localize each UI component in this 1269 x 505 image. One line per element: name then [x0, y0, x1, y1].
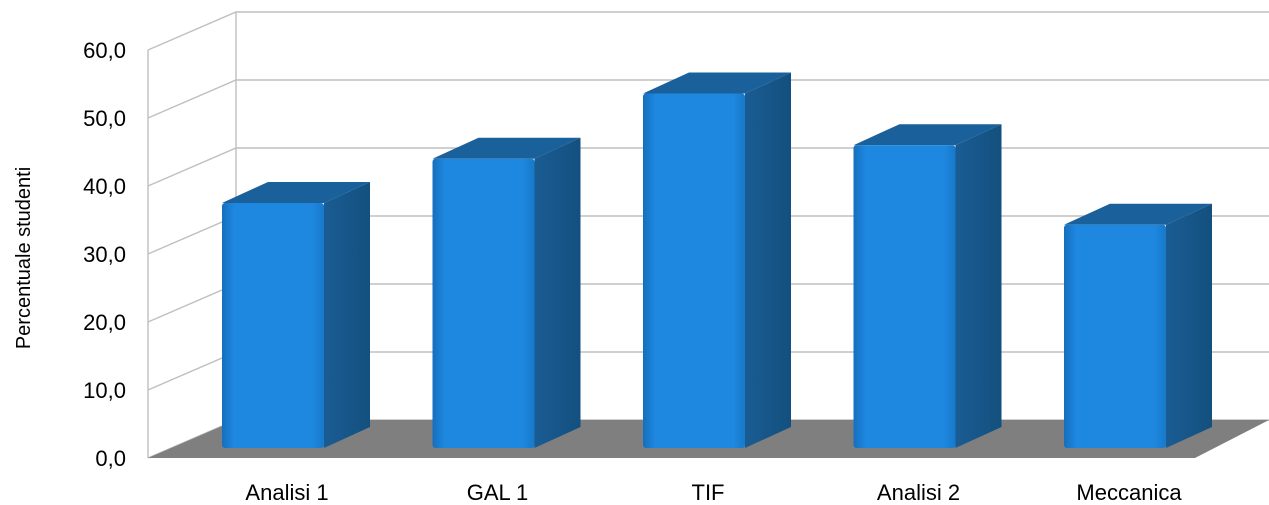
x-tick-label: Analisi 1 [245, 480, 328, 505]
bar-side [534, 137, 581, 449]
bar-top [1064, 203, 1212, 225]
bar-side [955, 124, 1002, 448]
x-tick-label: Analisi 2 [877, 480, 960, 505]
bar [1064, 203, 1212, 448]
bar-front [1064, 224, 1166, 448]
gridline [147, 11, 1269, 51]
bar [222, 182, 370, 448]
bar [853, 124, 1002, 448]
bar [432, 137, 581, 449]
x-tick-label: Meccanica [1076, 480, 1182, 505]
x-tick-label: TIF [692, 480, 725, 505]
y-tick-label: 40,0 [83, 174, 126, 199]
y-tick-label: 20,0 [83, 310, 126, 335]
bar-top [643, 72, 791, 94]
y-tick-label: 10,0 [83, 378, 126, 403]
bar-front [853, 145, 956, 448]
bar-side [324, 182, 370, 448]
bar-side [745, 72, 791, 449]
bar-top [432, 137, 581, 159]
x-axis-labels: Analisi 1 GAL 1 TIF Analisi 2 Meccanica [245, 480, 1182, 505]
bar-front [643, 93, 745, 449]
bar [643, 72, 791, 449]
y-tick-label: 50,0 [83, 106, 126, 131]
y-tick-label: 30,0 [83, 242, 126, 267]
bars [222, 72, 1212, 449]
y-axis-ticks: 0,0 10,0 20,0 30,0 40,0 50,0 60,0 [83, 38, 126, 471]
y-tick-label: 0,0 [95, 446, 126, 471]
y-tick-label: 60,0 [83, 38, 126, 63]
bar-front [432, 158, 535, 449]
x-tick-label: GAL 1 [467, 480, 529, 505]
bar-top [222, 182, 370, 203]
bar-top [853, 124, 1002, 146]
bar-front [222, 203, 324, 448]
bar-side [1166, 203, 1212, 448]
y-axis-title: Percentuale studenti [13, 167, 35, 349]
